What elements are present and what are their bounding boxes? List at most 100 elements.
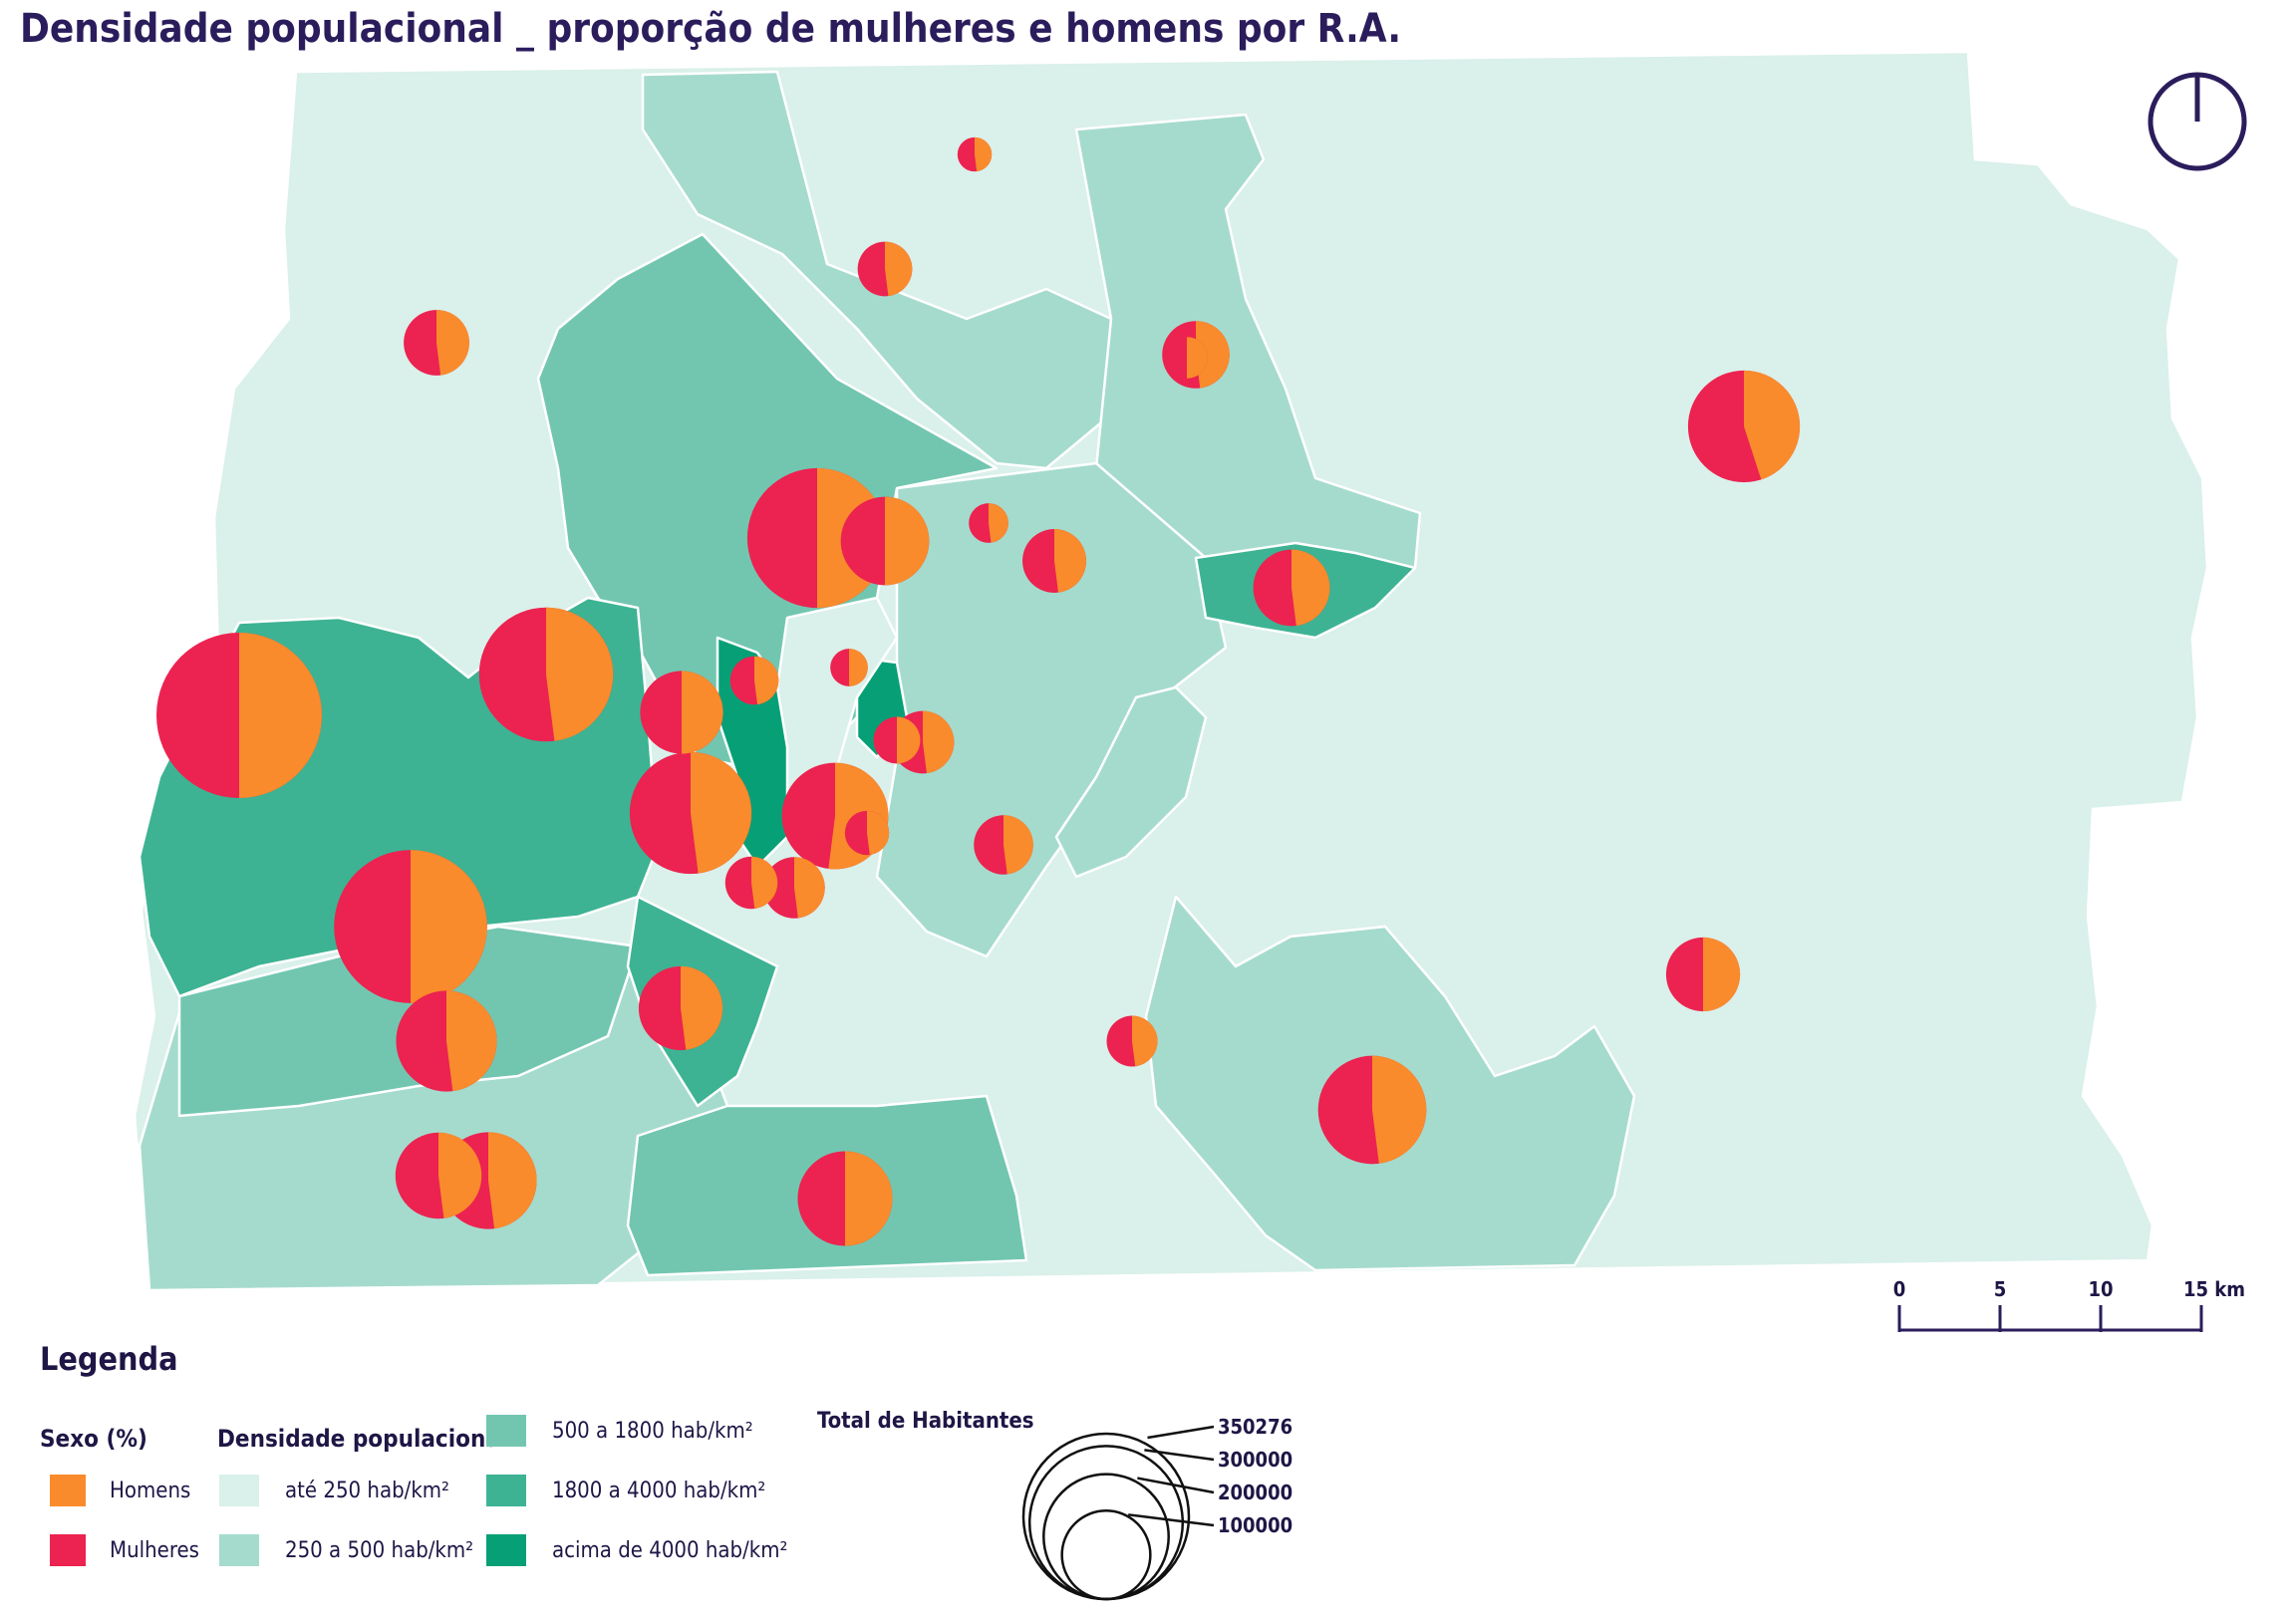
legend-item-dens-500-1800-label: 500 a 1800 hab/km²: [552, 1418, 753, 1444]
pie-16: [1253, 549, 1330, 627]
size-circle-200000: [1042, 1473, 1170, 1601]
region-dens-250-500-east-strip: [1054, 685, 1208, 879]
pie-12: [840, 496, 930, 586]
pie-31: [969, 503, 1008, 543]
swatch-dens-ate-250: [219, 1475, 259, 1506]
pie-25-homens-slice: [751, 856, 778, 910]
pie-1: [156, 633, 322, 798]
legend-item-mulheres: Mulheres: [50, 1534, 199, 1566]
pie-15-homens-slice: [682, 671, 723, 754]
legend-item-mulheres-label: Mulheres: [110, 1537, 199, 1563]
north-arrow-icon: [2148, 72, 2247, 171]
size-label-100000: 100000: [1218, 1513, 1293, 1537]
pie-25: [724, 856, 778, 910]
swatch-dens-250-500: [219, 1534, 259, 1566]
swatch-homens: [50, 1475, 86, 1506]
legend-item-dens-250-500-label: 250 a 500 hab/km²: [285, 1537, 474, 1563]
size-label-350276: 350276: [1218, 1415, 1293, 1439]
pie-11: [797, 1151, 893, 1246]
pie-29: [844, 810, 890, 856]
pie-9: [396, 990, 497, 1092]
pie-13-homens-slice: [438, 1132, 482, 1218]
legend-item-dens-500-1800: 500 a 1800 hab/km²: [486, 1415, 753, 1447]
pie-28-homens-slice: [897, 716, 921, 764]
pie-16-homens-slice: [1292, 549, 1330, 627]
pie-30-homens-slice: [1187, 337, 1208, 379]
pie-20: [1022, 529, 1086, 593]
pie-27: [729, 656, 779, 705]
pie-26: [1106, 1015, 1158, 1067]
legend-habitantes-title: Total de Habitantes: [817, 1409, 1034, 1434]
pie-2: [334, 850, 487, 1003]
legend-item-homens: Homens: [50, 1475, 190, 1506]
swatch-dens-500-1800: [486, 1415, 526, 1447]
pie-13: [395, 1132, 482, 1219]
legend-sexo-title: Sexo (%): [40, 1425, 147, 1453]
pie-24-homens-slice: [885, 241, 913, 297]
pie-2-homens-slice: [411, 850, 487, 1003]
swatch-mulheres: [50, 1534, 86, 1566]
pie-27-homens-slice: [754, 656, 779, 705]
population-size-legend: [1021, 1425, 1215, 1601]
pie-33: [957, 136, 993, 172]
size-leader-200000: [1137, 1477, 1215, 1494]
legend-item-dens-ate-250: até 250 hab/km²: [219, 1475, 449, 1506]
swatch-dens-1800-4000: [486, 1475, 526, 1506]
pie-15: [640, 671, 723, 754]
pie-26-homens-slice: [1132, 1015, 1158, 1067]
pie-22-homens-slice: [794, 857, 825, 919]
pie-5-homens-slice: [691, 751, 752, 874]
pie-1-homens-slice: [239, 633, 322, 798]
pie-28: [873, 716, 921, 764]
size-circle-100000: [1060, 1509, 1152, 1601]
size-leader-300000: [1144, 1449, 1215, 1462]
pie-18-homens-slice: [1196, 321, 1230, 389]
pie-14: [638, 965, 723, 1051]
swatch-dens-acima-4000: [486, 1534, 526, 1566]
pie-31-homens-slice: [989, 503, 1008, 543]
size-leader-350276: [1147, 1425, 1215, 1440]
pie-7: [1317, 1055, 1427, 1165]
legend-item-homens-label: Homens: [110, 1478, 191, 1503]
scale-tick-15: 15 km: [2182, 1277, 2246, 1301]
pie-10-homens-slice: [488, 1132, 537, 1229]
pie-20-homens-slice: [1054, 529, 1086, 593]
map-title: Densidade populacional _ proporção de mu…: [20, 6, 1402, 52]
scale-tick-0: 0: [1892, 1277, 1906, 1301]
pie-14-homens-slice: [681, 965, 723, 1050]
legend-item-dens-1800-4000-label: 1800 a 4000 hab/km²: [552, 1478, 766, 1503]
pie-9-homens-slice: [446, 990, 497, 1092]
pie-19: [404, 310, 469, 376]
pie-29-homens-slice: [867, 810, 890, 855]
region-layer: [133, 50, 2209, 1292]
pie-17-homens-slice: [1703, 937, 1741, 1012]
pie-22: [763, 857, 825, 919]
scale-tick-10: 10: [2088, 1277, 2114, 1301]
pie-19-homens-slice: [436, 310, 469, 376]
pie-4: [478, 607, 614, 742]
pie-23-homens-slice: [1004, 815, 1033, 875]
legend-item-dens-ate-250-label: até 250 hab/km²: [285, 1478, 449, 1503]
size-label-200000: 200000: [1218, 1481, 1293, 1504]
pie-17: [1665, 937, 1741, 1012]
pie-5: [629, 751, 752, 875]
pie-6: [1687, 370, 1801, 483]
pie-11-homens-slice: [845, 1151, 893, 1246]
size-leader-100000: [1128, 1513, 1215, 1527]
size-label-300000: 300000: [1218, 1448, 1293, 1472]
scale-bar: [1897, 1305, 2203, 1332]
legend-densidade-title: Densidade populacional: [217, 1425, 508, 1453]
size-circle-300000: [1027, 1445, 1185, 1601]
pie-6-homens-slice: [1744, 370, 1801, 480]
pie-12-homens-slice: [885, 496, 930, 586]
pie-32-homens-slice: [849, 649, 868, 686]
legend-title: Legenda: [40, 1340, 178, 1378]
pie-24: [857, 241, 913, 297]
pie-30: [1166, 337, 1208, 379]
pie-32: [830, 649, 868, 686]
pie-23: [974, 815, 1033, 875]
legend-item-dens-1800-4000: 1800 a 4000 hab/km²: [486, 1475, 765, 1506]
legend-item-dens-acima-4000-label: acima de 4000 hab/km²: [552, 1537, 788, 1563]
pie-33-homens-slice: [975, 136, 993, 172]
